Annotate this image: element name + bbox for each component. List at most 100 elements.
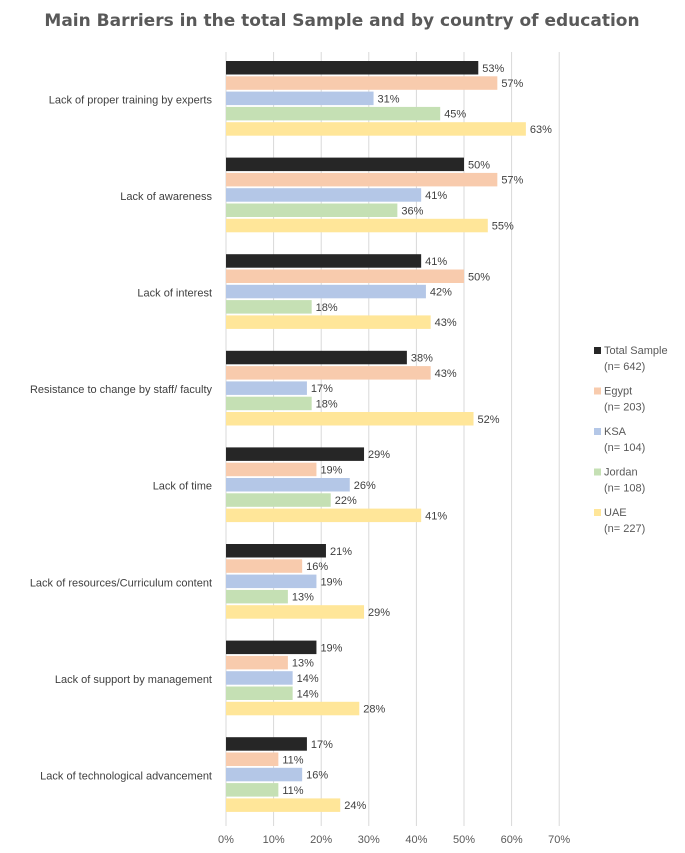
- bar-uae: [226, 122, 526, 136]
- data-label: 45%: [444, 109, 466, 121]
- data-label: 36%: [401, 205, 423, 217]
- bar-jordan: [226, 396, 312, 411]
- data-label: 17%: [311, 739, 333, 751]
- x-tick-label: 10%: [263, 834, 285, 846]
- bar-egypt: [226, 76, 498, 90]
- bar-egypt: [226, 462, 317, 477]
- legend-swatch-ksa: [594, 428, 601, 435]
- bar-ksa: [226, 381, 307, 395]
- bar-jordan: [226, 783, 279, 797]
- bar-jordan: [226, 106, 441, 121]
- bar-jordan: [226, 686, 293, 700]
- legend-swatch-total-sample: [594, 347, 601, 354]
- x-tick-label: 0%: [218, 834, 234, 846]
- bar-uae: [226, 798, 341, 812]
- data-label: 11%: [282, 754, 303, 766]
- legend: Total Sample (n= 642) Egypt (n= 203) KSA (n= …: [594, 345, 668, 535]
- bar-egypt: [226, 655, 288, 670]
- bar-ksa: [226, 188, 422, 202]
- bar-egypt: [226, 559, 303, 573]
- x-tick-label: 60%: [501, 834, 523, 846]
- bar-total-sample: [226, 61, 479, 75]
- data-label: 22%: [335, 495, 357, 507]
- bar-egypt: [226, 172, 498, 187]
- bar-ksa: [226, 671, 293, 685]
- data-label: 13%: [292, 592, 314, 604]
- bar-total-sample: [226, 737, 307, 751]
- x-axis-ticks: 0% 10% 20% 30% 40% 50% 60% 70%: [218, 834, 570, 846]
- data-labels: 53%57%31%45%63%50%57%41%36%55%41%50%42%1…: [282, 63, 552, 812]
- legend-swatch-jordan: [594, 468, 601, 476]
- data-label: 50%: [468, 159, 490, 171]
- data-label: 18%: [316, 302, 338, 314]
- category-labels: Lack of proper training by experts Lack o…: [30, 94, 213, 782]
- data-label: 16%: [306, 770, 328, 782]
- data-label: 55%: [492, 221, 514, 233]
- bar-jordan: [226, 203, 398, 217]
- data-label: 41%: [425, 256, 447, 268]
- bar-uae: [226, 508, 422, 523]
- category-label: Lack of proper training by experts: [49, 94, 213, 106]
- bar-total-sample: [226, 447, 365, 461]
- legend-label: Total Sample: [604, 345, 668, 357]
- bar-total-sample: [226, 254, 422, 268]
- data-label: 24%: [344, 800, 366, 812]
- bar-uae: [226, 218, 488, 233]
- data-label: 17%: [311, 383, 333, 395]
- data-label: 13%: [292, 658, 314, 670]
- bar-total-sample: [226, 157, 464, 172]
- bar-egypt: [226, 366, 431, 380]
- data-label: 14%: [297, 673, 319, 685]
- bar-egypt: [226, 752, 279, 766]
- bar-uae: [226, 605, 365, 619]
- legend-label: Egypt: [604, 386, 632, 398]
- data-label: 52%: [478, 414, 500, 426]
- bar-egypt: [226, 269, 464, 283]
- legend-n-label: (n= 227): [604, 523, 645, 535]
- bar-uae: [226, 412, 474, 426]
- data-label: 26%: [354, 480, 376, 492]
- legend-n-label: (n= 642): [604, 361, 645, 373]
- data-label: 29%: [368, 607, 390, 619]
- bar-uae: [226, 701, 360, 716]
- x-tick-label: 70%: [548, 834, 570, 846]
- legend-label: UAE: [604, 507, 627, 519]
- data-label: 18%: [316, 398, 338, 410]
- data-label: 38%: [411, 353, 433, 365]
- data-label: 28%: [363, 704, 385, 716]
- data-label: 11%: [282, 785, 303, 797]
- data-label: 63%: [530, 124, 552, 136]
- data-label: 43%: [435, 317, 457, 329]
- legend-label: Jordan: [604, 467, 638, 479]
- bar-jordan: [226, 300, 312, 314]
- data-label: 19%: [320, 576, 342, 588]
- data-label: 19%: [320, 642, 342, 654]
- bar-total-sample: [226, 640, 317, 655]
- chart-title: Main Barriers in the total Sample and by…: [44, 11, 639, 31]
- data-label: 41%: [425, 190, 447, 202]
- x-tick-label: 40%: [405, 834, 427, 846]
- bar-total-sample: [226, 544, 326, 558]
- category-label: Lack of time: [153, 481, 212, 493]
- data-label: 43%: [435, 368, 457, 380]
- category-label: Lack of interest: [137, 287, 212, 299]
- bar-ksa: [226, 478, 350, 492]
- legend-n-label: (n= 104): [604, 442, 645, 454]
- data-label: 41%: [425, 510, 447, 522]
- data-label: 31%: [378, 93, 400, 105]
- data-label: 57%: [501, 78, 523, 90]
- category-label: Lack of support by management: [55, 674, 212, 686]
- bar-ksa: [226, 91, 374, 106]
- bar-ksa: [226, 767, 303, 782]
- bar-jordan: [226, 493, 331, 507]
- x-tick-label: 20%: [310, 834, 332, 846]
- data-label: 42%: [430, 287, 452, 299]
- data-label: 21%: [330, 546, 352, 558]
- data-label: 50%: [468, 271, 490, 283]
- data-label: 16%: [306, 561, 328, 573]
- category-label: Resistance to change by staff/ faculty: [30, 384, 213, 396]
- bar-ksa: [226, 574, 317, 589]
- bar-ksa: [226, 284, 426, 299]
